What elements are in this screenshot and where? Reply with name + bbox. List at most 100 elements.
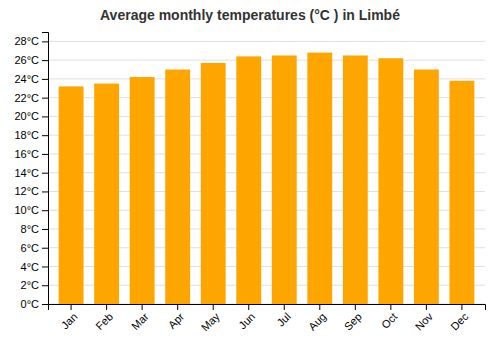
tick-mark: [461, 304, 462, 310]
tick: 6°C: [21, 242, 48, 254]
tick-label: Dec: [448, 310, 471, 333]
tick-label: 0°C: [21, 298, 40, 310]
bar: [130, 77, 155, 304]
tick-mark: [42, 210, 48, 211]
tick: Feb: [93, 304, 115, 332]
tick-mark: [355, 304, 356, 310]
tick-label: Sep: [342, 310, 364, 332]
tick: 10°C: [14, 204, 48, 216]
tick-mark: [177, 304, 178, 310]
tick-label: 16°C: [14, 148, 39, 160]
bar: [307, 53, 332, 304]
tick-label: 14°C: [14, 167, 39, 179]
y-axis: 0°C 2°C 4°C 6°C 8°C 10°C 12°C 14°C 16°C 18°C 20°C 2…: [14, 33, 48, 311]
tick-label: Feb: [93, 310, 115, 332]
tick-mark: [42, 79, 48, 80]
tick-mark: [142, 304, 143, 310]
title: Average monthly temperatures (°C ) in Li…: [100, 7, 400, 23]
bar: [201, 63, 226, 304]
tick-label: 22°C: [14, 92, 39, 104]
x-axis: Jan Feb Mar Apr May Jun Jul Aug Sep Oct Nov Dec: [49, 304, 486, 333]
tick-label: 24°C: [14, 73, 39, 85]
tick-label: 28°C: [14, 35, 39, 47]
tick-mark: [42, 285, 48, 286]
bar: [449, 81, 474, 304]
tick: Aug: [306, 304, 328, 333]
tick: 20°C: [14, 110, 48, 122]
tick-label: 26°C: [14, 54, 39, 66]
tick-mark: [42, 135, 48, 136]
tick-label: Nov: [413, 310, 436, 333]
tick-label: 8°C: [21, 223, 40, 235]
tick-mark: [248, 304, 249, 310]
tick-mark: [42, 304, 48, 305]
tick-label: May: [199, 310, 223, 334]
tick-mark: [42, 98, 48, 99]
tick-label: Apr: [166, 310, 187, 331]
tick-label: 2°C: [21, 279, 40, 291]
tick-mark: [42, 248, 48, 249]
tick-mark: [106, 304, 107, 310]
plot: 0°C 2°C 4°C 6°C 8°C 10°C 12°C 14°C 16°C 18°C 20°C 2…: [14, 33, 485, 334]
grid-line: [48, 41, 485, 42]
tick-label: Mar: [129, 310, 151, 332]
chart: 0°C 2°C 4°C 6°C 8°C 10°C 12°C 14°C 16°C 18°C 20°C 2…: [0, 0, 500, 350]
tick: 2°C: [21, 279, 48, 291]
tick: 4°C: [21, 261, 48, 273]
tick-mark: [42, 154, 48, 155]
tick: 0°C: [21, 298, 48, 310]
tick-mark: [71, 304, 72, 310]
grid-line: [48, 60, 485, 61]
tick: 16°C: [14, 148, 48, 160]
axis-line: [42, 33, 49, 305]
tick-label: 10°C: [14, 204, 39, 216]
tick-mark: [284, 304, 285, 310]
tick-mark: [319, 304, 320, 310]
tick: Jun: [236, 304, 257, 331]
tick: Nov: [413, 304, 436, 333]
bar: [236, 56, 261, 304]
tick: 24°C: [14, 73, 48, 85]
bar: [414, 70, 439, 304]
bars: [59, 53, 475, 304]
tick-label: Jun: [236, 310, 257, 331]
bar: [94, 84, 119, 304]
tick-mark: [42, 266, 48, 267]
bar: [59, 86, 84, 304]
tick: 28°C: [14, 35, 48, 47]
tick: 12°C: [14, 185, 48, 197]
tick-mark: [42, 191, 48, 192]
tick-mark: [42, 116, 48, 117]
tick-label: Aug: [306, 310, 328, 332]
tick-mark: [426, 304, 427, 310]
tick-label: Jul: [274, 310, 292, 328]
tick: 18°C: [14, 129, 48, 141]
bar: [343, 55, 368, 304]
tick-label: 6°C: [21, 242, 40, 254]
tick-label: Jan: [59, 310, 80, 331]
bar: [165, 70, 190, 304]
tick: Jul: [274, 304, 292, 329]
tick: 22°C: [14, 92, 48, 104]
tick: Oct: [379, 304, 400, 331]
tick-mark: [213, 304, 214, 310]
tick: 26°C: [14, 54, 48, 66]
tick-label: Oct: [379, 310, 400, 331]
tick: 8°C: [21, 223, 48, 235]
axis-line: [49, 305, 486, 311]
tick: Sep: [342, 304, 364, 333]
tick-label: 4°C: [21, 261, 40, 273]
tick-label: 20°C: [14, 110, 39, 122]
bar: [272, 55, 297, 304]
grid: [48, 41, 485, 304]
tick: Jan: [59, 304, 80, 331]
bar: [378, 58, 403, 304]
tick: Mar: [129, 304, 151, 332]
tick-mark: [390, 304, 391, 310]
tick: Apr: [166, 304, 187, 331]
tick-mark: [42, 41, 48, 42]
tick-mark: [42, 173, 48, 174]
tick-mark: [42, 229, 48, 230]
tick: 14°C: [14, 167, 48, 179]
tick-mark: [42, 60, 48, 61]
